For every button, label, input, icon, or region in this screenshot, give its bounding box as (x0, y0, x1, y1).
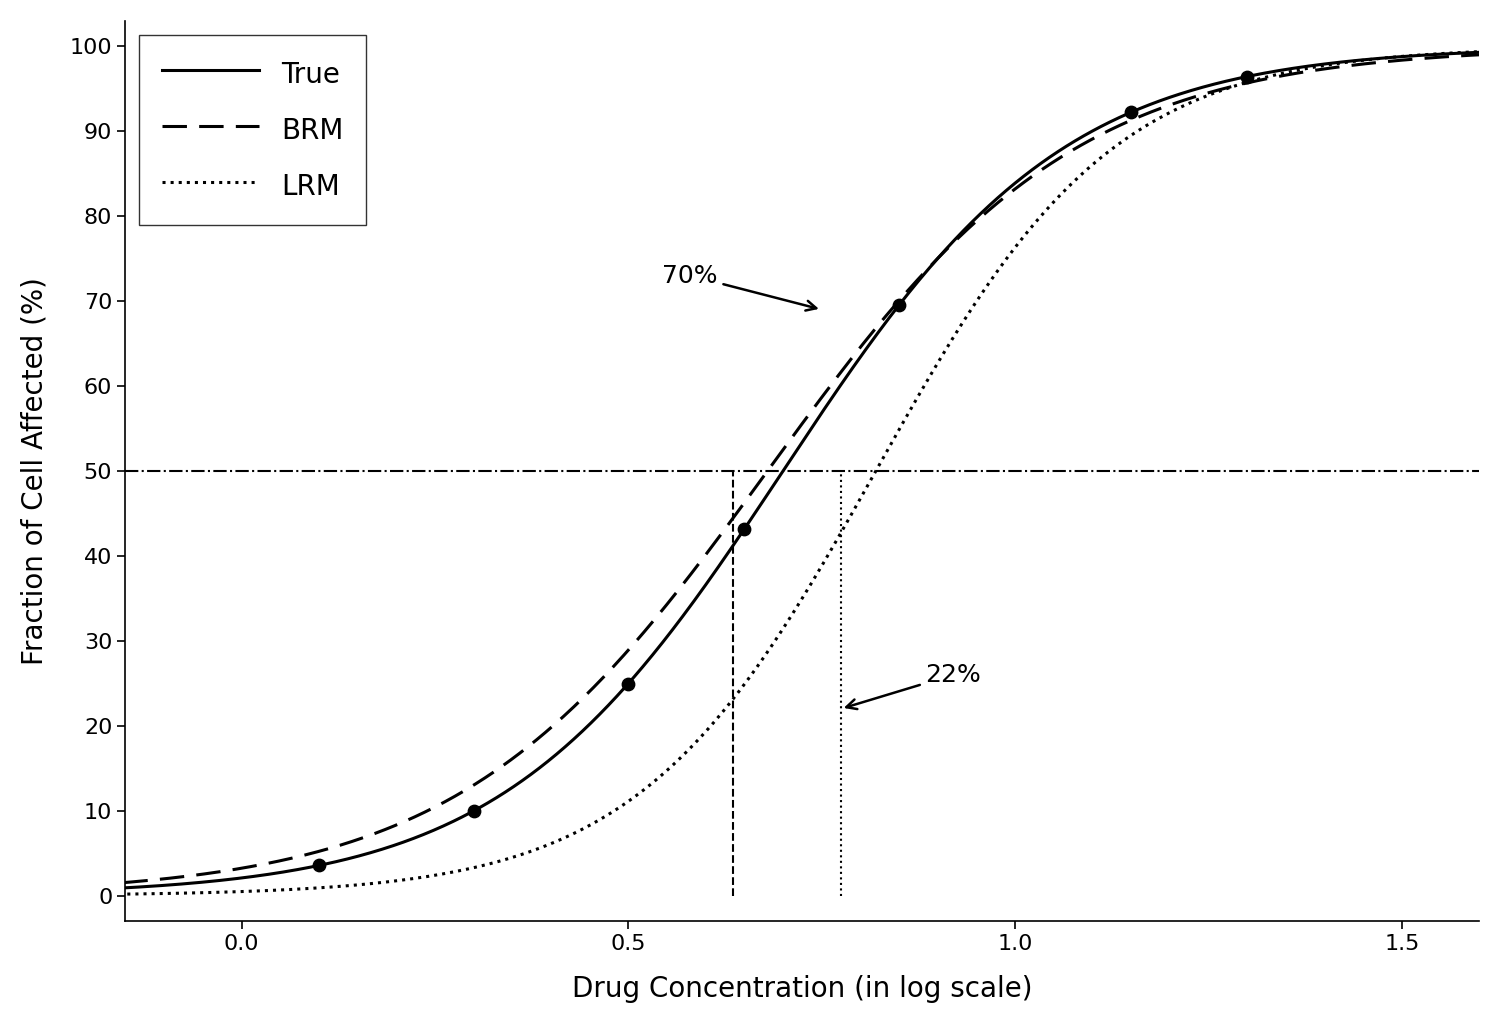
X-axis label: Drug Concentration (in log scale): Drug Concentration (in log scale) (572, 975, 1032, 1004)
Legend: True, BRM, LRM: True, BRM, LRM (140, 35, 366, 225)
Point (616, 676, 640, 692)
Text: 70%: 70% (663, 263, 816, 310)
True (657, 633, 675, 645)
BRM (78, 880, 96, 892)
LRM (1194, 91, 1212, 103)
LRM (1060, 179, 1078, 191)
Point (1119, 104, 1143, 121)
True (78, 884, 96, 896)
BRM (224, 863, 242, 876)
Line: LRM: LRM (87, 50, 1500, 895)
Point (462, 803, 486, 819)
BRM (708, 534, 726, 546)
LRM (657, 766, 675, 778)
True (708, 562, 726, 574)
BRM (1194, 88, 1212, 100)
LRM (708, 713, 726, 725)
True (1060, 138, 1078, 151)
LRM (78, 889, 96, 901)
True (1194, 81, 1212, 93)
LRM (224, 886, 242, 898)
True (1220, 75, 1238, 87)
Point (308, 857, 332, 873)
True (224, 872, 242, 885)
Line: True: True (87, 51, 1500, 890)
BRM (1060, 145, 1078, 158)
Point (1234, 69, 1258, 85)
LRM (1220, 82, 1238, 94)
BRM (657, 600, 675, 612)
Text: 22%: 22% (846, 663, 981, 709)
Point (886, 297, 910, 313)
Line: BRM: BRM (87, 53, 1500, 886)
Point (732, 521, 756, 538)
BRM (1220, 81, 1238, 93)
Y-axis label: Fraction of Cell Affected (%): Fraction of Cell Affected (%) (21, 278, 50, 665)
